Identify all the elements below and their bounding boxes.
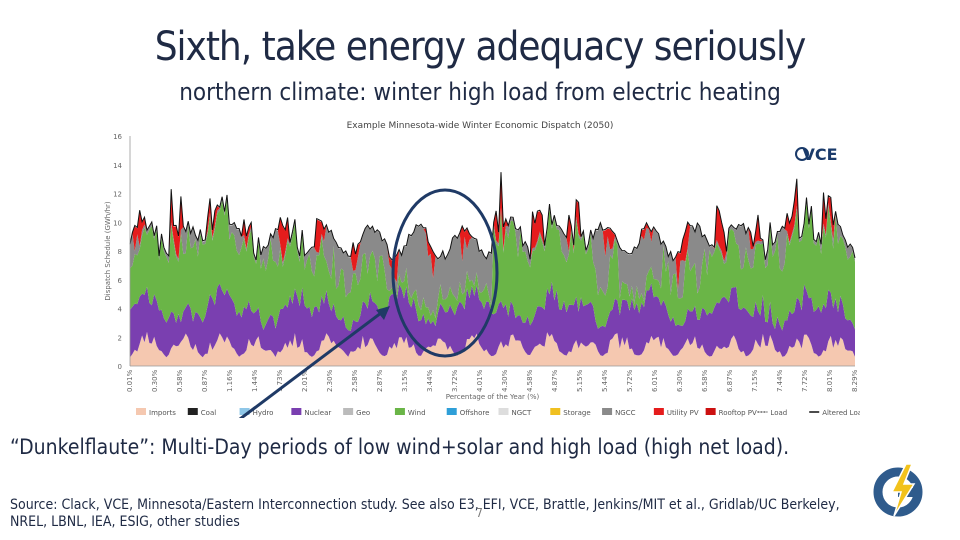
legend-swatch xyxy=(602,408,613,415)
legend-swatch xyxy=(705,408,716,415)
x-tick-label: 0.58% xyxy=(176,369,184,392)
highlight-arrow-line xyxy=(238,308,386,418)
x-tick-label: 3.44% xyxy=(426,369,434,392)
legend-swatch xyxy=(446,408,457,415)
source-text: Source: Clack, VCE, Minnesota/Eastern In… xyxy=(10,497,840,530)
legend-swatch xyxy=(550,408,561,415)
x-tick-label: 7.44% xyxy=(776,369,784,392)
x-tick-label: 4.01% xyxy=(476,369,484,392)
org-logo-icon xyxy=(873,463,923,517)
highlight-arrow-head-icon xyxy=(376,306,390,320)
slide-number: 7 xyxy=(476,506,483,520)
x-tick-label: 2.58% xyxy=(351,369,359,392)
legend-swatch xyxy=(291,408,302,415)
y-tick-label: 14 xyxy=(113,162,122,170)
legend-label: Load xyxy=(770,409,787,417)
y-tick-label: 6 xyxy=(118,277,123,285)
legend-swatch xyxy=(394,408,405,415)
x-tick-label: 2.30% xyxy=(326,369,334,392)
chart-title: Example Minnesota-wide Winter Economic D… xyxy=(347,121,614,131)
legend-label: Storage xyxy=(563,409,590,417)
x-tick-label: 0.30% xyxy=(151,369,159,392)
area-nuc xyxy=(130,281,855,358)
legend-swatch xyxy=(653,408,664,415)
x-tick-label: 2.01% xyxy=(301,369,309,392)
y-axis-label: Dispatch Schedule (GWh/hr) xyxy=(104,201,112,301)
body-text: “Dunkelflaute”: Multi-Day periods of low… xyxy=(10,435,790,459)
x-tick-label: 4.87% xyxy=(551,369,559,392)
dispatch-chart: Example Minnesota-wide Winter Economic D… xyxy=(104,121,860,418)
x-tick-label: 8.01% xyxy=(826,369,834,392)
x-tick-label: 3.15% xyxy=(401,369,409,392)
y-tick-label: 4 xyxy=(118,306,123,314)
slide-title: Sixth, take energy adequacy seriously xyxy=(154,24,807,70)
chart-brand-label: VCE xyxy=(802,145,837,164)
x-tick-label: 4.58% xyxy=(526,369,534,392)
legend-label: Nuclear xyxy=(304,409,331,417)
x-tick-label: 4.30% xyxy=(501,369,509,392)
y-tick-label: 8 xyxy=(118,248,122,256)
x-tick-label: 8.29% xyxy=(851,369,859,392)
area-ngcc xyxy=(130,195,855,318)
legend-label: Offshore xyxy=(460,409,490,417)
x-tick-label: 7.15% xyxy=(751,369,759,392)
x-tick-label: 1.44% xyxy=(251,369,259,392)
x-tick-label: 5.72% xyxy=(626,369,634,392)
y-tick-label: 0 xyxy=(118,363,122,371)
x-tick-label: 6.58% xyxy=(701,369,709,392)
area-wind xyxy=(130,198,855,331)
legend-swatch xyxy=(187,408,198,415)
legend-swatch xyxy=(239,408,250,415)
dunkelflaute-highlight-ellipse xyxy=(391,188,499,358)
legend-swatch xyxy=(136,408,146,415)
brand-swirl-icon xyxy=(795,147,809,161)
x-tick-label: 6.30% xyxy=(676,369,684,392)
x-tick-label: 7.72% xyxy=(801,369,809,392)
legend-label: Altered Load xyxy=(822,409,860,417)
x-tick-label: 1.16% xyxy=(226,369,234,392)
legend-swatch xyxy=(343,408,354,415)
x-tick-label: 6.01% xyxy=(651,369,659,392)
legend-label: Hydro xyxy=(253,409,274,417)
x-axis-label: Percentage of the Year (%) xyxy=(446,393,540,401)
y-tick-label: 10 xyxy=(113,219,122,227)
legend-label: Rooftop PV xyxy=(719,409,757,417)
legend-label: Utility PV xyxy=(667,409,699,417)
y-tick-label: 16 xyxy=(113,133,122,141)
area-imp xyxy=(130,331,855,366)
legend-label: Coal xyxy=(201,409,216,417)
legend-label: NGCT xyxy=(512,409,533,417)
y-tick-label: 12 xyxy=(113,191,122,199)
x-tick-label: 6.87% xyxy=(726,369,734,392)
x-tick-label: 0.01% xyxy=(126,369,134,392)
x-tick-label: 3.72% xyxy=(451,369,459,392)
legend-label: Wind xyxy=(408,409,426,417)
x-tick-label: 1.73% xyxy=(276,369,284,392)
legend-label: NGCC xyxy=(615,409,636,417)
x-tick-label: 5.15% xyxy=(576,369,584,392)
legend-swatch xyxy=(498,408,509,415)
x-tick-label: 5.44% xyxy=(601,369,609,392)
slide-subtitle: northern climate: winter high load from … xyxy=(179,78,781,106)
legend-label: Imports xyxy=(149,409,176,417)
x-tick-label: 0.87% xyxy=(201,369,209,392)
legend-label: Geo xyxy=(356,409,370,417)
x-tick-label: 2.87% xyxy=(376,369,384,392)
y-tick-label: 2 xyxy=(118,334,122,342)
